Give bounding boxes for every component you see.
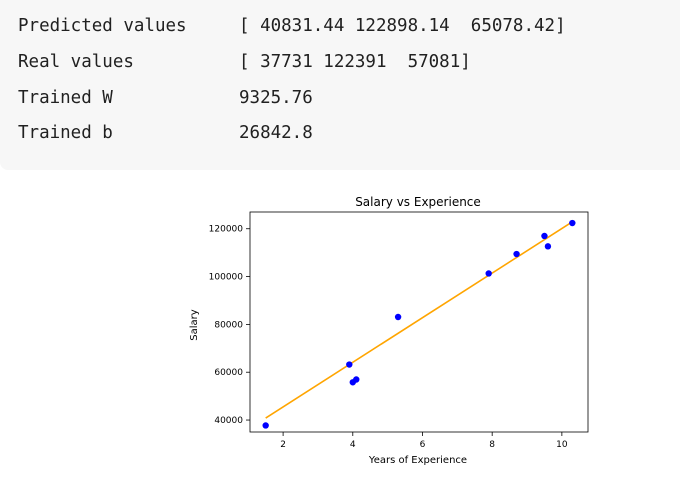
x-axis-label: Years of Experience bbox=[368, 455, 467, 466]
data-point bbox=[541, 232, 548, 240]
data-point bbox=[262, 422, 269, 429]
predicted-values-value: [ 40831.44 122898.14 65078.42] bbox=[239, 16, 566, 36]
trained-b-label: Trained b bbox=[18, 123, 113, 143]
data-point bbox=[569, 219, 576, 227]
y-tick-label: 120000 bbox=[209, 225, 244, 235]
data-point bbox=[485, 270, 492, 277]
regression-line bbox=[265, 221, 573, 419]
y-tick-label: 80000 bbox=[214, 320, 243, 330]
plot-area-frame bbox=[249, 211, 589, 433]
data-point bbox=[353, 376, 360, 383]
chart-title: Salary vs Experience bbox=[355, 195, 481, 209]
predicted-values-row: Predicted values [ 40831.44 122898.14 65… bbox=[18, 16, 566, 46]
trained-w-row: Trained W 9325.76 bbox=[18, 88, 313, 118]
x-tick-label: 2 bbox=[280, 440, 286, 450]
data-point bbox=[346, 361, 353, 368]
data-point bbox=[513, 250, 520, 258]
real-values-row: Real values [ 37731 122391 57081] bbox=[18, 52, 471, 82]
x-tick-label: 6 bbox=[420, 440, 426, 450]
y-tick-label: 100000 bbox=[209, 273, 244, 283]
output-cell: Predicted values [ 40831.44 122898.14 65… bbox=[0, 0, 680, 170]
y-tick-label: 40000 bbox=[214, 416, 243, 426]
data-point bbox=[394, 313, 402, 321]
y-axis-label: Salary bbox=[189, 309, 200, 340]
chart: Salary vs Experience Years of Experience… bbox=[180, 188, 600, 478]
x-tick-label: 10 bbox=[556, 440, 568, 450]
trained-b-row: Trained b 26842.8 bbox=[18, 123, 313, 153]
trained-b-value: 26842.8 bbox=[239, 123, 313, 143]
predicted-values-label: Predicted values bbox=[18, 16, 187, 36]
real-values-label: Real values bbox=[18, 52, 134, 72]
x-tick-label: 8 bbox=[489, 440, 495, 450]
x-tick-label: 4 bbox=[350, 440, 356, 450]
scatter-chart-svg: Salary vs Experience Years of Experience… bbox=[189, 195, 589, 466]
trained-w-label: Trained W bbox=[18, 88, 113, 108]
trained-w-value: 9325.76 bbox=[239, 88, 313, 108]
data-point bbox=[544, 243, 552, 250]
real-values-value: [ 37731 122391 57081] bbox=[239, 52, 471, 72]
y-tick-label: 60000 bbox=[214, 368, 243, 378]
